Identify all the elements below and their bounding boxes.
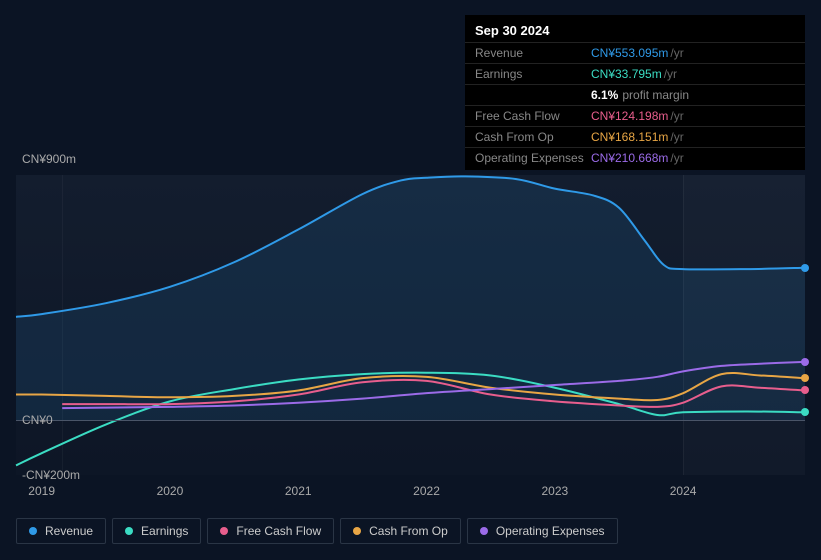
legend-dot-icon (29, 527, 37, 535)
profit-margin-label: profit margin (622, 88, 689, 102)
y-axis-label-bottom: -CN¥200m (22, 468, 80, 482)
chart-lines (16, 175, 805, 475)
x-axis-tick: 2019 (28, 484, 55, 498)
series-end-marker (801, 386, 809, 394)
tooltip-row-unit: /yr (664, 67, 677, 81)
legend-dot-icon (125, 527, 133, 535)
chart-legend: Revenue Earnings Free Cash Flow Cash From O… (16, 518, 618, 544)
tooltip-row: RevenueCN¥553.095m/yr (465, 43, 805, 64)
tooltip-row-unit: /yr (670, 109, 683, 123)
series-end-marker (801, 374, 809, 382)
x-axis-tick: 2020 (157, 484, 184, 498)
data-tooltip: Sep 30 2024 RevenueCN¥553.095m/yrEarning… (465, 15, 805, 170)
legend-item[interactable]: Earnings (112, 518, 201, 544)
series-end-marker (801, 264, 809, 272)
legend-item[interactable]: Revenue (16, 518, 106, 544)
tooltip-row-value: CN¥553.095m (591, 46, 668, 60)
financials-line-chart[interactable]: CN¥900m CN¥0 -CN¥200m (16, 160, 805, 480)
tooltip-row-label: Cash From Op (475, 130, 591, 144)
series-end-marker (801, 408, 809, 416)
tooltip-row: Cash From OpCN¥168.151m/yr (465, 127, 805, 148)
x-axis-tick: 2022 (413, 484, 440, 498)
zero-axis-line (16, 420, 805, 421)
tooltip-row-value: CN¥124.198m (591, 109, 668, 123)
tooltip-row-value: CN¥168.151m (591, 130, 668, 144)
series-end-marker (801, 358, 809, 366)
tooltip-row-unit: /yr (670, 46, 683, 60)
tooltip-margin-row: 6.1% profit margin (465, 85, 805, 106)
tooltip-date: Sep 30 2024 (465, 17, 805, 43)
legend-label: Revenue (45, 524, 93, 538)
legend-label: Earnings (141, 524, 188, 538)
legend-label: Cash From Op (369, 524, 448, 538)
legend-item[interactable]: Cash From Op (340, 518, 461, 544)
tooltip-row-label: Free Cash Flow (475, 109, 591, 123)
profit-margin-pct: 6.1% (591, 88, 618, 102)
y-axis-label-zero: CN¥0 (22, 413, 53, 427)
chart-plot-area[interactable] (16, 175, 805, 475)
legend-dot-icon (353, 527, 361, 535)
tooltip-row-value: CN¥33.795m (591, 67, 662, 81)
tooltip-row-label: Revenue (475, 46, 591, 60)
tooltip-row: EarningsCN¥33.795m/yr (465, 64, 805, 85)
x-axis-tick: 2024 (670, 484, 697, 498)
legend-item[interactable]: Operating Expenses (467, 518, 618, 544)
legend-dot-icon (480, 527, 488, 535)
legend-item[interactable]: Free Cash Flow (207, 518, 334, 544)
x-axis-tick: 2021 (285, 484, 312, 498)
x-axis-tick: 2023 (541, 484, 568, 498)
tooltip-row-unit: /yr (670, 130, 683, 144)
y-axis-label-top: CN¥900m (22, 152, 76, 166)
x-axis-labels: 2019 2020 2021 2022 2023 2024 (16, 484, 805, 504)
legend-label: Operating Expenses (496, 524, 605, 538)
tooltip-row-label: Earnings (475, 67, 591, 81)
legend-dot-icon (220, 527, 228, 535)
legend-label: Free Cash Flow (236, 524, 321, 538)
tooltip-row: Free Cash FlowCN¥124.198m/yr (465, 106, 805, 127)
